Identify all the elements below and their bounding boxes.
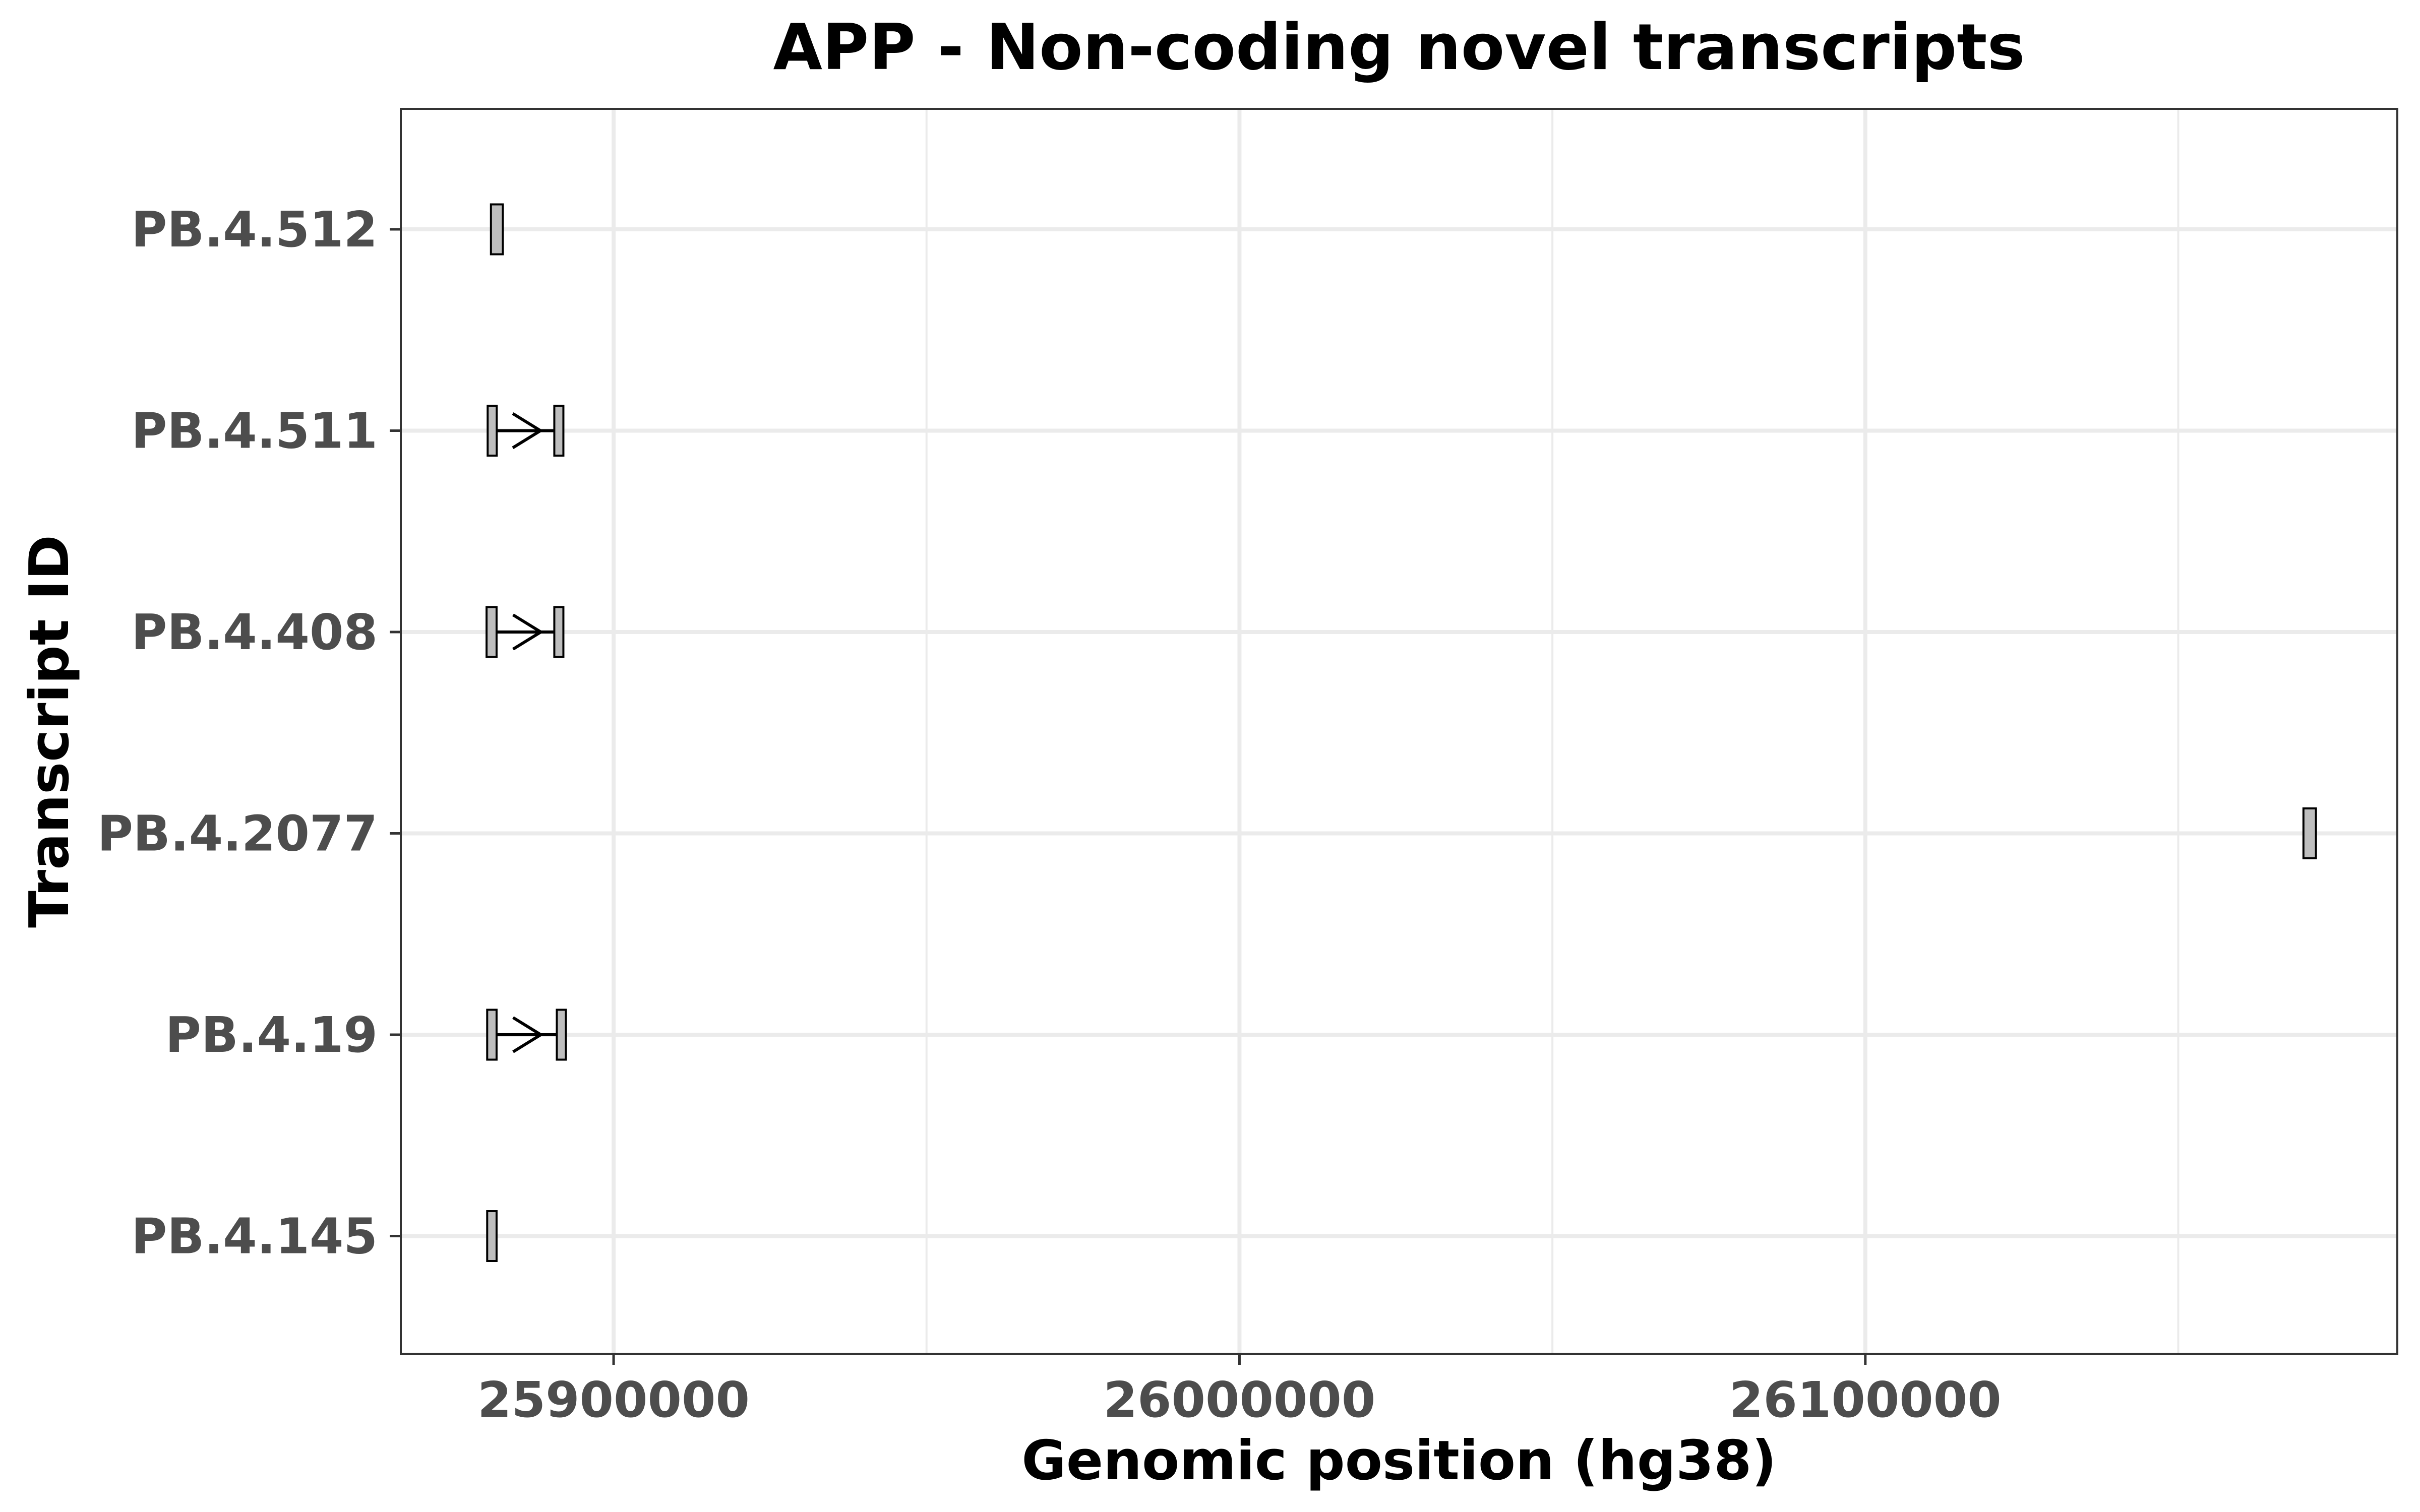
y-tick-label: PB.4.145 (131, 1208, 378, 1265)
exon-boxes (486, 203, 2317, 1262)
exon-box (486, 606, 498, 658)
exon-box (486, 1009, 498, 1061)
y-tick-label: PB.4.512 (131, 201, 378, 258)
strand-arrow (512, 1016, 544, 1053)
plot-panel (401, 109, 2397, 1354)
x-tick-label: 26100000 (1729, 1371, 2002, 1428)
plot-panel-background (401, 109, 2397, 1354)
plot-panel-border (400, 108, 2398, 1355)
y-tick-label: PB.4.408 (131, 604, 378, 661)
exon-box (490, 203, 504, 256)
y-tick-label: PB.4.511 (131, 403, 378, 460)
x-tick-label: 26000000 (1103, 1371, 1375, 1428)
x-axis: 25900000 26000000 26100000 (477, 1354, 2002, 1428)
exon-box (553, 606, 565, 658)
intron-lines (496, 412, 558, 1053)
exon-box (486, 1210, 498, 1262)
y-axis: PB.4.512 PB.4.511 PB.4.408 PB.4.2077 PB.4.19… (97, 201, 401, 1265)
exon-box (556, 1009, 567, 1061)
strand-arrow (512, 412, 543, 450)
y-tick-label: PB.4.19 (165, 1006, 378, 1063)
strand-arrow (512, 613, 544, 651)
gridlines (401, 109, 2397, 1354)
exon-box (487, 405, 498, 457)
y-axis-title: Transcript ID (18, 535, 81, 928)
chart-title: APP - Non-coding novel transcripts (773, 10, 2025, 84)
exon-box (553, 405, 565, 457)
exon-box (2302, 807, 2317, 859)
y-tick-label: PB.4.2077 (97, 805, 378, 862)
x-tick-label: 25900000 (477, 1371, 750, 1428)
x-axis-title: Genomic position (hg38) (1021, 1429, 1777, 1492)
